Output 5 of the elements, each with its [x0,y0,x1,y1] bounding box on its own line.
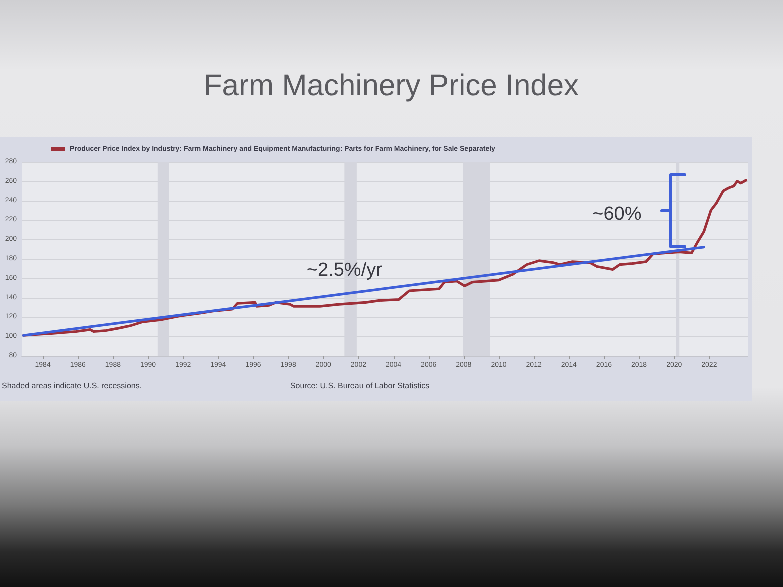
annotation: ~2.5%/yr [306,260,384,282]
source-note: Source: U.S. Bureau of Labor Statistics [290,382,430,390]
text: Shaded areas indicate U.S. recessions. [2,382,142,390]
chart-title: Farm Machinery Price Index [204,70,580,102]
annotation: ~60% [592,204,642,225]
